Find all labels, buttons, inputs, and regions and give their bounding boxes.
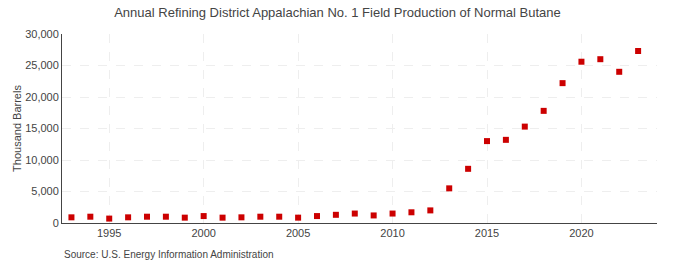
svg-text:Thousand Barrels: Thousand Barrels [11,85,23,172]
svg-text:Annual Refining District Appal: Annual Refining District Appalachian No.… [114,5,561,20]
svg-text:25,000: 25,000 [25,59,59,71]
svg-text:2015: 2015 [475,227,499,239]
svg-text:10,000: 10,000 [25,154,59,166]
svg-text:30,000: 30,000 [25,28,59,40]
svg-text:15,000: 15,000 [25,122,59,134]
svg-text:1995: 1995 [97,227,121,239]
svg-text:2020: 2020 [569,227,593,239]
svg-text:5,000: 5,000 [31,185,59,197]
svg-text:2010: 2010 [380,227,404,239]
svg-text:2005: 2005 [286,227,310,239]
svg-text:0: 0 [53,217,59,229]
svg-text:20,000: 20,000 [25,91,59,103]
svg-text:Source: U.S. Energy Informatio: Source: U.S. Energy Information Administ… [64,249,274,260]
svg-text:2000: 2000 [191,227,215,239]
